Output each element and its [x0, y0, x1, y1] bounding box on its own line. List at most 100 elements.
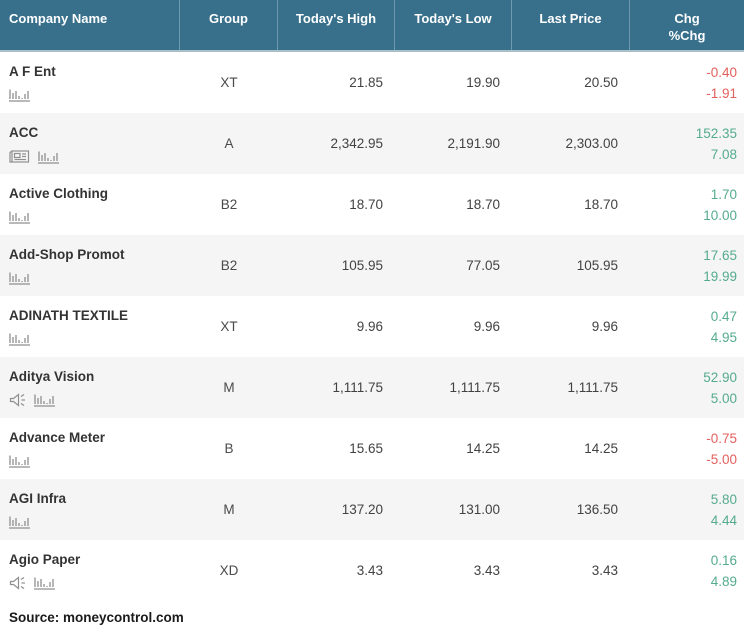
pchg-value: 4.95	[710, 329, 737, 345]
pchg-value: 19.99	[703, 268, 737, 284]
bar-chart-icon[interactable]	[9, 210, 31, 224]
bar-chart-icon[interactable]	[34, 576, 56, 590]
group-cell: M	[223, 502, 235, 517]
company-name-link[interactable]: ADINATH TEXTILE	[9, 308, 128, 323]
todays-low-cell: 18.70	[466, 197, 500, 212]
source-attribution: Source: moneycontrol.com	[9, 610, 184, 625]
last-price-cell: 136.50	[576, 502, 618, 517]
company-cell: Add-Shop Promot	[0, 235, 180, 296]
table-row: A F Ent XT 21.85 19.90 20.50 -0.40 -1.91	[0, 52, 744, 113]
todays-high-cell: 137.20	[341, 502, 383, 517]
todays-low-cell: 77.05	[466, 258, 500, 273]
company-cell: A F Ent	[0, 52, 180, 113]
group-cell: XD	[219, 563, 239, 578]
bar-chart-icon[interactable]	[9, 454, 31, 468]
pchg-value: 4.89	[710, 573, 737, 589]
speaker-icon[interactable]	[9, 576, 26, 590]
last-price-cell: 20.50	[584, 75, 618, 90]
chg-value: -0.40	[706, 64, 737, 80]
todays-high-cell: 9.96	[356, 319, 383, 334]
todays-high-cell: 21.85	[349, 75, 383, 90]
company-cell: Agio Paper	[0, 540, 180, 601]
todays-high-cell: 18.70	[349, 197, 383, 212]
chg-value: -0.75	[706, 430, 737, 446]
header-company-name: Company Name	[0, 0, 180, 50]
todays-low-cell: 1,111.75	[449, 380, 500, 395]
header-chg-line2: %Chg	[668, 28, 706, 43]
stock-table: Company Name Group Today's High Today's …	[0, 0, 744, 625]
table-body: A F Ent XT 21.85 19.90 20.50 -0.40 -1.91…	[0, 52, 744, 601]
company-name-link[interactable]: Advance Meter	[9, 430, 106, 445]
table-row: ADINATH TEXTILE XT 9.96 9.96 9.96 0.47 4…	[0, 296, 744, 357]
table-row: Add-Shop Promot B2 105.95 77.05 105.95 1…	[0, 235, 744, 296]
todays-high-cell: 1,111.75	[332, 380, 383, 395]
company-cell: AGI Infra	[0, 479, 180, 540]
chg-cell: -0.40 -1.91	[630, 52, 744, 113]
company-name-link[interactable]: ACC	[9, 125, 39, 140]
company-cell: Aditya Vision	[0, 357, 180, 418]
chg-cell: -0.75 -5.00	[630, 418, 744, 479]
pchg-value: 4.44	[710, 512, 737, 528]
table-row: Agio Paper XD 3.43 3.43 3.43 0.16 4.89	[0, 540, 744, 601]
header-last-price: Last Price	[512, 0, 630, 50]
pchg-value: 10.00	[703, 207, 737, 223]
todays-low-cell: 131.00	[458, 502, 500, 517]
company-name-link[interactable]: Add-Shop Promot	[9, 247, 125, 262]
company-name-link[interactable]: A F Ent	[9, 64, 56, 79]
todays-low-cell: 14.25	[466, 441, 500, 456]
company-cell: Advance Meter	[0, 418, 180, 479]
bar-chart-icon[interactable]	[38, 150, 60, 164]
chg-value: 0.47	[710, 308, 737, 324]
company-name-link[interactable]: Aditya Vision	[9, 369, 95, 384]
news-icon[interactable]	[9, 149, 30, 164]
bar-chart-icon[interactable]	[9, 271, 31, 285]
header-chg-pchg: Chg %Chg	[630, 0, 744, 50]
company-name-link[interactable]: Active Clothing	[9, 186, 109, 201]
pchg-value: -1.91	[706, 85, 737, 101]
bar-chart-icon[interactable]	[9, 515, 31, 529]
pchg-value: 5.00	[710, 390, 737, 406]
company-name-link[interactable]: Agio Paper	[9, 552, 81, 567]
speaker-icon[interactable]	[9, 393, 26, 407]
chg-value: 152.35	[695, 125, 737, 141]
todays-high-cell: 2,342.95	[330, 136, 383, 151]
last-price-cell: 14.25	[584, 441, 618, 456]
group-cell: XT	[220, 319, 238, 334]
chg-cell: 1.70 10.00	[630, 174, 744, 235]
todays-low-cell: 9.96	[473, 319, 500, 334]
pchg-value: 7.08	[710, 146, 737, 162]
company-name-link[interactable]: AGI Infra	[9, 491, 67, 506]
table-row: ACC A 2,342.95 2,191.90 2,303.00 152.35 …	[0, 113, 744, 174]
bar-chart-icon[interactable]	[9, 332, 31, 346]
table-header: Company Name Group Today's High Today's …	[0, 0, 744, 52]
chg-value: 52.90	[703, 369, 737, 385]
table-row: Active Clothing B2 18.70 18.70 18.70 1.7…	[0, 174, 744, 235]
group-cell: B2	[220, 258, 238, 273]
chg-cell: 17.65 19.99	[630, 235, 744, 296]
group-cell: M	[223, 380, 235, 395]
chg-cell: 0.47 4.95	[630, 296, 744, 357]
chg-value: 17.65	[703, 247, 737, 263]
bar-chart-icon[interactable]	[9, 88, 31, 102]
last-price-cell: 1,111.75	[567, 380, 618, 395]
header-todays-low: Today's Low	[395, 0, 512, 50]
chg-cell: 0.16 4.89	[630, 540, 744, 601]
todays-low-cell: 2,191.90	[447, 136, 500, 151]
last-price-cell: 2,303.00	[565, 136, 618, 151]
group-cell: XT	[220, 75, 238, 90]
table-row: Aditya Vision M 1,111.75 1,111.75 1,111.…	[0, 357, 744, 418]
header-todays-high: Today's High	[278, 0, 395, 50]
chg-value: 1.70	[710, 186, 737, 202]
chg-value: 5.80	[710, 491, 737, 507]
header-group: Group	[180, 0, 278, 50]
table-row: AGI Infra M 137.20 131.00 136.50 5.80 4.…	[0, 479, 744, 540]
todays-high-cell: 3.43	[356, 563, 383, 578]
last-price-cell: 3.43	[591, 563, 618, 578]
bar-chart-icon[interactable]	[34, 393, 56, 407]
group-cell: A	[224, 136, 234, 151]
chg-cell: 52.90 5.00	[630, 357, 744, 418]
todays-low-cell: 19.90	[466, 75, 500, 90]
todays-low-cell: 3.43	[473, 563, 500, 578]
pchg-value: -5.00	[706, 451, 737, 467]
last-price-cell: 9.96	[591, 319, 618, 334]
